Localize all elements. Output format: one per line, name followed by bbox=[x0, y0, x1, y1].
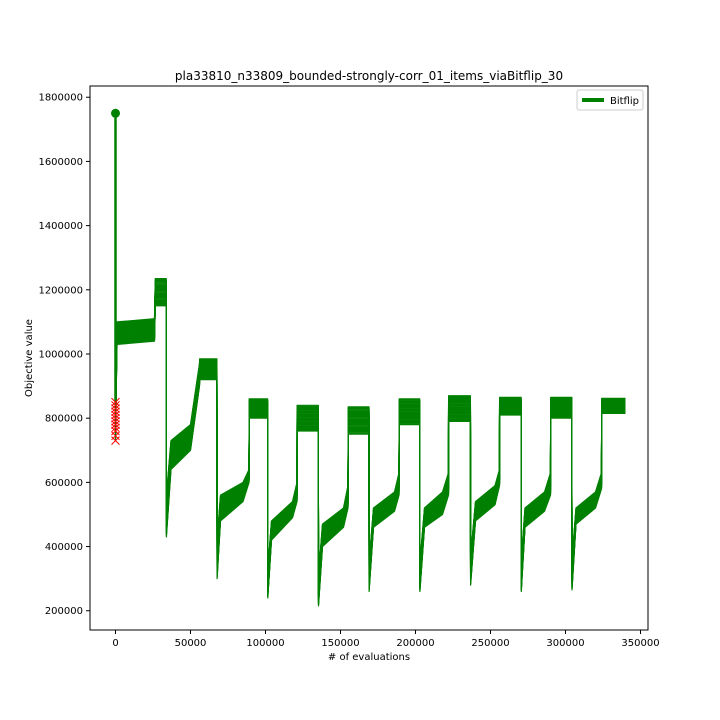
plot-frame bbox=[89, 85, 649, 631]
initial-point-marker bbox=[111, 407, 120, 417]
y-tick-label: 800000 bbox=[45, 414, 83, 425]
initial-point-marker bbox=[111, 426, 120, 436]
y-tick-label: 200000 bbox=[45, 606, 83, 617]
initial-point-marker bbox=[111, 413, 120, 423]
x-axis: 0 50000 100000 150000 200000 250000 300000 3500… bbox=[112, 630, 660, 649]
initial-point-marker bbox=[111, 400, 120, 410]
chart-title: pla33810_n33809_bounded-strongly-corr_01… bbox=[175, 69, 563, 83]
initial-point-marker bbox=[111, 417, 120, 426]
start-marker bbox=[111, 108, 120, 118]
x-axis-label: # of evaluations bbox=[328, 652, 410, 663]
initial-point-marker bbox=[111, 423, 120, 433]
series-layer bbox=[114, 113, 626, 607]
x-tick-label: 250000 bbox=[471, 638, 509, 649]
x-tick-label: 100000 bbox=[246, 638, 284, 649]
y-axis-label: Objective value bbox=[24, 319, 35, 397]
x-tick-label: 0 bbox=[112, 638, 118, 649]
x-tick-label: 300000 bbox=[546, 638, 584, 649]
series-run-line bbox=[114, 278, 626, 576]
y-tick-label: 1200000 bbox=[38, 285, 83, 296]
y-tick-label: 1600000 bbox=[38, 157, 83, 168]
legend-box bbox=[576, 89, 644, 111]
plot-area bbox=[89, 85, 649, 631]
x-tick-label: 200000 bbox=[396, 638, 434, 649]
y-tick-label: 1000000 bbox=[38, 349, 83, 360]
y-tick-label: 600000 bbox=[45, 478, 83, 489]
initial-point-marker bbox=[111, 420, 120, 429]
legend: Bitflip bbox=[576, 89, 644, 111]
y-tick-label: 400000 bbox=[45, 542, 83, 553]
marker-layer bbox=[111, 108, 120, 445]
x-tick-label: 150000 bbox=[321, 638, 359, 649]
y-axis: 200000 400000 600000 800000 1000000 1200000 14… bbox=[38, 93, 90, 617]
legend-label-bitflip: Bitflip bbox=[610, 96, 639, 107]
y-tick-label: 1400000 bbox=[38, 221, 83, 232]
initial-point-marker bbox=[111, 397, 120, 407]
y-tick-label: 1800000 bbox=[38, 93, 83, 104]
x-tick-label: 350000 bbox=[621, 638, 659, 649]
x-tick-label: 50000 bbox=[175, 638, 207, 649]
initial-point-marker bbox=[111, 410, 120, 420]
initial-point-marker bbox=[111, 404, 120, 413]
